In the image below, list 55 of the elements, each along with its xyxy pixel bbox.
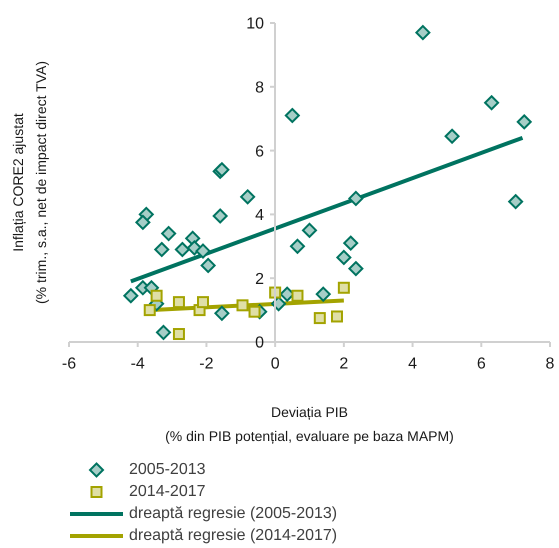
point bbox=[336, 250, 352, 265]
legend-label: dreaptă regresie (2005-2013) bbox=[129, 505, 338, 523]
y-tick-label: 8 bbox=[255, 79, 264, 96]
x-tick-label: 6 bbox=[476, 355, 486, 372]
point bbox=[444, 128, 460, 144]
x-tick-label: 2 bbox=[339, 355, 348, 372]
point bbox=[154, 242, 170, 257]
point bbox=[330, 310, 343, 322]
point bbox=[236, 299, 249, 312]
point bbox=[343, 236, 358, 251]
legend-label: dreaptă regresie (2014-2017) bbox=[129, 527, 338, 545]
point bbox=[348, 190, 364, 206]
point bbox=[144, 304, 156, 316]
x-tick-label: 4 bbox=[408, 355, 418, 372]
y-axis-title: Inflația CORE2 ajustat (% trim., s.a., net de impact direct TVA) bbox=[10, 61, 49, 304]
point bbox=[161, 226, 176, 242]
x-tick-label: 0 bbox=[270, 355, 280, 372]
y-tick-label: 4 bbox=[255, 207, 264, 224]
point bbox=[291, 290, 304, 302]
point bbox=[314, 312, 326, 324]
point bbox=[508, 194, 524, 210]
point bbox=[172, 328, 185, 340]
point bbox=[302, 222, 317, 238]
point bbox=[415, 25, 430, 40]
point bbox=[240, 189, 256, 204]
point bbox=[290, 238, 305, 254]
point bbox=[214, 306, 230, 321]
y-tick-label: 0 bbox=[255, 334, 264, 352]
point bbox=[156, 324, 171, 340]
point bbox=[516, 114, 532, 130]
point bbox=[348, 261, 364, 276]
point bbox=[150, 290, 163, 302]
point bbox=[135, 214, 150, 230]
point bbox=[284, 108, 300, 124]
legend-label: 2014-2017 bbox=[129, 483, 206, 501]
point bbox=[195, 244, 210, 259]
x-tick-label: -4 bbox=[130, 355, 145, 372]
x-tick-label: -6 bbox=[62, 355, 76, 372]
point bbox=[174, 242, 190, 257]
point bbox=[248, 306, 261, 318]
legend-label: 2005-2013 bbox=[129, 461, 206, 479]
point bbox=[123, 288, 138, 304]
y-tick-label: 10 bbox=[246, 16, 264, 33]
y-tick-label: 2 bbox=[255, 270, 264, 288]
point bbox=[212, 208, 228, 224]
point bbox=[338, 282, 350, 294]
point bbox=[316, 286, 331, 302]
point bbox=[200, 258, 216, 273]
point bbox=[196, 296, 209, 308]
x-axis-title: Deviația PIB (% din PIB potențial, evaluare pe baza MAPM) bbox=[164, 403, 455, 446]
point bbox=[172, 296, 185, 308]
x-tick-label: -2 bbox=[199, 355, 214, 372]
y-tick-label: 6 bbox=[255, 143, 264, 160]
point bbox=[484, 95, 500, 110]
x-tick-label: 8 bbox=[546, 355, 555, 372]
